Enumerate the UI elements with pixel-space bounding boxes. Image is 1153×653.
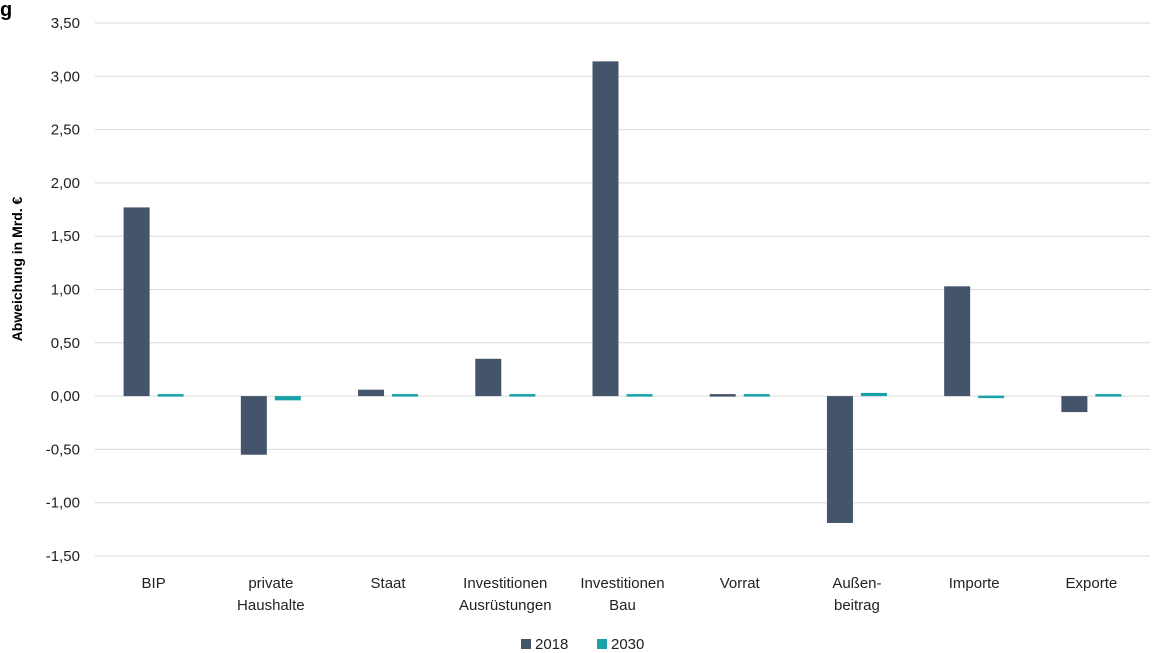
y-tick-label: -1,50: [46, 548, 80, 565]
x-category-label: Investitionen: [463, 575, 547, 592]
bar-2030-3: [509, 394, 536, 397]
y-tick-label: 2,50: [51, 122, 80, 139]
x-category-label: Haushalte: [237, 597, 305, 614]
x-category-label: BIP: [142, 575, 166, 592]
x-category-label: beitrag: [834, 597, 880, 614]
bar-2030-7: [978, 395, 1005, 399]
x-category-label: Außen-: [832, 575, 881, 592]
y-tick-label: -1,00: [46, 495, 80, 512]
bar-2018-5: [709, 394, 736, 397]
bar-2018-0: [123, 207, 150, 397]
legend-swatch-2030: [597, 639, 607, 649]
y-tick-label: 3,50: [51, 15, 80, 32]
x-category-label: Bau: [609, 597, 636, 614]
y-axis-ticks: 3,50 3,00 2,50 2,00 1,50 1,00 0,50 0,00 -0,50 -1,…: [46, 15, 80, 565]
bar-2018-3: [475, 358, 502, 397]
y-tick-label: 3,00: [51, 68, 80, 85]
bar-2030-2: [392, 394, 419, 397]
bar-2030-8: [1095, 394, 1122, 397]
bar-2018-2: [358, 389, 385, 397]
x-category-label: Staat: [371, 575, 407, 592]
bar-2030-5: [743, 394, 770, 397]
legend-label-2018: 2018: [535, 636, 568, 653]
x-category-label: Importe: [949, 575, 1000, 592]
x-category-label: Exporte: [1066, 575, 1118, 592]
bar-2018-7: [944, 286, 971, 397]
bar-2018-8: [1061, 396, 1088, 413]
x-category-label: Investitionen: [580, 575, 664, 592]
y-tick-label: -0,50: [46, 441, 80, 458]
bar-2030-1: [274, 396, 301, 401]
x-axis-categories: BIP private Haushalte Staat Investitionen Aus…: [142, 575, 1118, 614]
chart-title: g: [0, 0, 12, 21]
x-category-label: Vorrat: [720, 575, 761, 592]
x-category-label: Ausrüstungen: [459, 597, 552, 614]
y-axis-label: Abweichung in Mrd. €: [9, 196, 25, 341]
bar-2018-6: [826, 396, 853, 523]
x-category-label: private: [248, 575, 293, 592]
bar-2018-4: [592, 61, 619, 397]
bar-2018-1: [240, 396, 267, 455]
y-tick-label: 0,50: [51, 335, 80, 352]
y-tick-label: 1,50: [51, 228, 80, 245]
bar-2030-6: [860, 392, 887, 397]
legend-swatch-2018: [521, 639, 531, 649]
bar-2030-4: [626, 394, 653, 397]
legend: 2018 2030: [521, 636, 644, 653]
bar-2030-0: [157, 394, 184, 397]
legend-label-2030: 2030: [611, 636, 644, 653]
y-tick-label: 2,00: [51, 175, 80, 192]
y-tick-label: 0,00: [51, 388, 80, 405]
y-tick-label: 1,00: [51, 282, 80, 299]
bars: [123, 61, 1122, 523]
gridlines: [95, 22, 1150, 557]
